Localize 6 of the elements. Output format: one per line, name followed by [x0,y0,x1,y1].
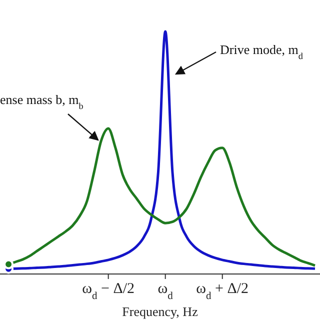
x-tick-label: ω$_{d}$ + Δ/2 [196,281,249,302]
x-tick-label: ω$_{d}$ − Δ/2 [82,281,135,302]
x-tick-label: ω$_{d}$ [158,281,174,302]
x-axis-title: Frequency, Hz [122,304,198,319]
annotation: ense mass b, m$_{b}$ [0,92,84,111]
annotation: Drive mode, m$_{d}$ [220,42,304,61]
